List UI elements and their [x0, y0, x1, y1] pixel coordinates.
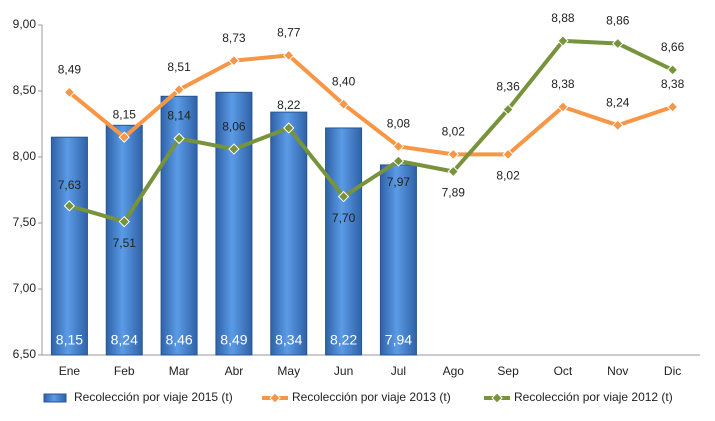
bar — [105, 124, 143, 356]
legend-label: Recolección por viaje 2015 (t) — [74, 390, 233, 404]
line — [68, 53, 674, 157]
x-tick-label: Jun — [334, 364, 353, 378]
legend-marker — [491, 392, 503, 404]
y-tick-label: 7,50 — [13, 215, 37, 229]
legend-label: Recolección por viaje 2013 (t) — [292, 390, 451, 404]
data-label: 8,88 — [551, 11, 575, 25]
marker — [173, 83, 185, 96]
x-tick-label: Jul — [391, 364, 406, 378]
x-tick-label: May — [277, 364, 300, 378]
marker — [612, 37, 624, 50]
marker — [392, 140, 405, 153]
data-label: 8,02 — [442, 125, 466, 139]
x-tick-label: Feb — [114, 364, 135, 378]
y-tick-label: 7,00 — [13, 281, 37, 295]
x-tick-label: Abr — [225, 364, 244, 378]
bar — [325, 127, 363, 356]
data-label: 8,77 — [277, 26, 301, 40]
y-tick-label: 9,00 — [13, 17, 37, 31]
marker — [283, 49, 295, 62]
line — [68, 38, 674, 224]
data-label: 8,02 — [496, 169, 520, 183]
data-label: 8,38 — [661, 77, 685, 91]
data-label: 8,40 — [332, 74, 356, 88]
marker — [337, 190, 350, 203]
data-label: 8,38 — [551, 77, 575, 91]
data-label: 7,89 — [442, 186, 466, 200]
marker — [447, 165, 459, 178]
bar-label: 8,22 — [330, 332, 357, 348]
data-label: 8,06 — [222, 119, 246, 133]
bar-label: 8,49 — [220, 332, 247, 348]
data-label: 8,51 — [167, 60, 191, 74]
bar-label: 7,94 — [385, 332, 412, 348]
bar — [379, 164, 417, 356]
data-label: 8,66 — [661, 40, 685, 54]
bar-label: 8,34 — [275, 332, 302, 348]
x-tick-label: Mar — [169, 364, 190, 378]
marker — [118, 215, 130, 228]
marker — [228, 54, 240, 67]
data-label: 7,63 — [58, 178, 82, 192]
marker — [173, 132, 185, 145]
bar-label: 8,46 — [165, 332, 192, 348]
marker — [502, 148, 514, 161]
x-tick-label: Ago — [443, 364, 465, 378]
data-label: 7,70 — [332, 211, 356, 225]
x-tick-label: Nov — [607, 364, 628, 378]
marker — [337, 98, 350, 110]
marker — [502, 103, 514, 116]
marker — [612, 119, 624, 132]
data-label: 7,51 — [113, 236, 137, 250]
legend-label: Recolección por viaje 2012 (t) — [514, 390, 673, 404]
bar-label: 8,24 — [111, 332, 138, 348]
data-label: 8,49 — [58, 62, 82, 76]
data-label: 8,14 — [167, 109, 191, 123]
marker — [447, 148, 459, 161]
bar — [215, 91, 253, 356]
marker — [63, 86, 76, 99]
data-label: 8,08 — [387, 117, 411, 131]
marker — [228, 143, 240, 155]
data-label: 8,15 — [113, 107, 137, 121]
y-tick-label: 6,50 — [13, 347, 37, 361]
bar — [50, 136, 88, 356]
data-label: 8,24 — [606, 95, 630, 109]
x-tick-label: Sep — [497, 364, 519, 378]
bar-label: 8,15 — [56, 332, 83, 348]
data-label: 7,97 — [387, 175, 411, 189]
bar — [270, 111, 308, 356]
legend-marker — [269, 392, 281, 404]
data-label: 8,22 — [277, 98, 301, 112]
marker — [666, 101, 679, 113]
marker — [63, 200, 76, 212]
x-tick-label: Oct — [554, 364, 573, 378]
marker — [557, 101, 569, 113]
data-label: 8,86 — [606, 14, 630, 28]
marker — [666, 64, 679, 76]
y-tick-label: 8,50 — [13, 83, 37, 97]
y-tick-label: 8,00 — [13, 149, 37, 163]
x-tick-label: Dic — [664, 364, 681, 378]
data-label: 8,73 — [222, 31, 246, 45]
marker — [557, 35, 569, 47]
x-tick-label: Ene — [59, 364, 81, 378]
marker — [392, 155, 405, 167]
data-label: 8,36 — [496, 80, 520, 94]
legend-swatch — [43, 393, 67, 403]
marker — [283, 122, 295, 134]
marker — [118, 131, 130, 143]
